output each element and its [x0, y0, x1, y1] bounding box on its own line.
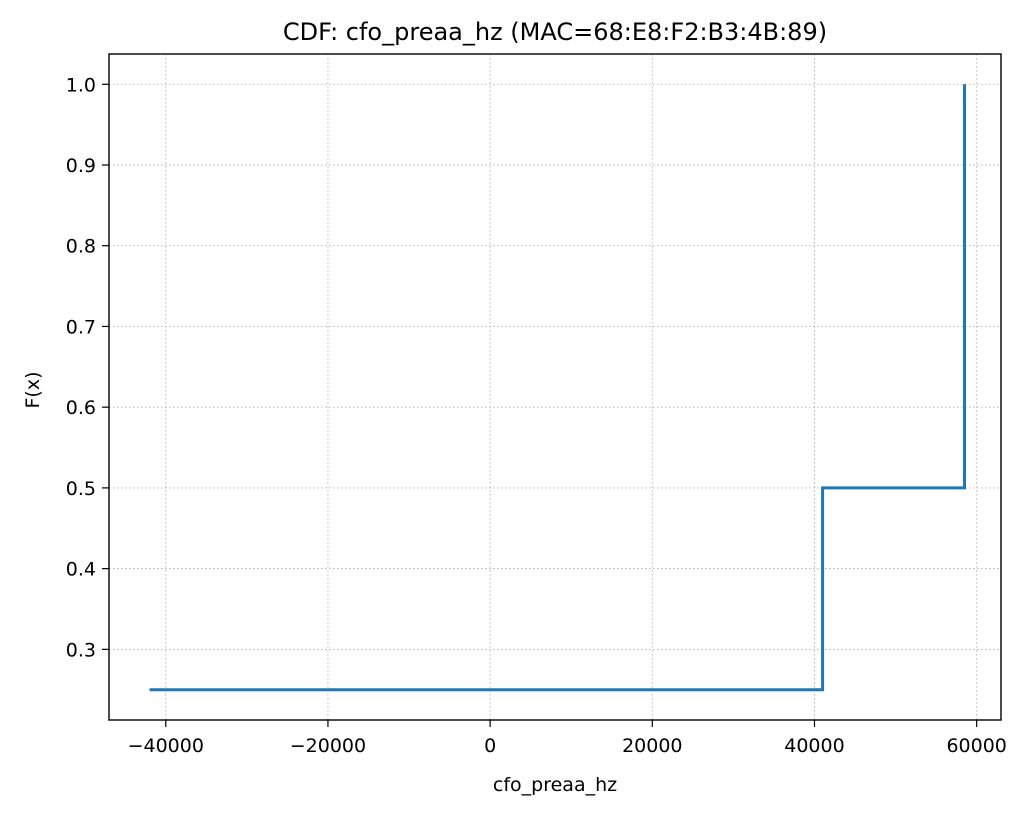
y-tick-label: 0.3 [66, 639, 96, 661]
series-layer [149, 84, 967, 692]
y-tick-label: 0.8 [66, 236, 96, 258]
y-axis-label: F(x) [22, 372, 44, 409]
x-tick-label: −40000 [128, 735, 204, 757]
y-tick-label: 0.6 [66, 397, 96, 419]
chart-title: CDF: cfo_preaa_hz (MAC=68:E8:F2:B3:4B:89… [283, 18, 827, 46]
y-tick-label: 0.5 [66, 478, 96, 500]
cdf-step-line [149, 84, 967, 692]
x-axis-label: cfo_preaa_hz [493, 774, 617, 796]
x-tick-label: 60000 [946, 735, 1006, 757]
y-tick-label: 0.9 [66, 155, 96, 177]
axis-ticks: −40000 −20000 0 20000 40000 60000 0.3 0.4 0.5 0.6… [66, 74, 1007, 757]
grid-lines [109, 54, 1001, 720]
x-tick-label: 40000 [784, 735, 844, 757]
x-tick-label: −20000 [290, 735, 366, 757]
x-tick-label: 20000 [622, 735, 682, 757]
y-tick-label: 0.4 [66, 559, 96, 581]
x-tick-label: 0 [484, 735, 496, 757]
y-tick-label: 0.7 [66, 316, 96, 338]
y-tick-label: 1.0 [66, 74, 96, 96]
plot-frame [108, 53, 1002, 721]
